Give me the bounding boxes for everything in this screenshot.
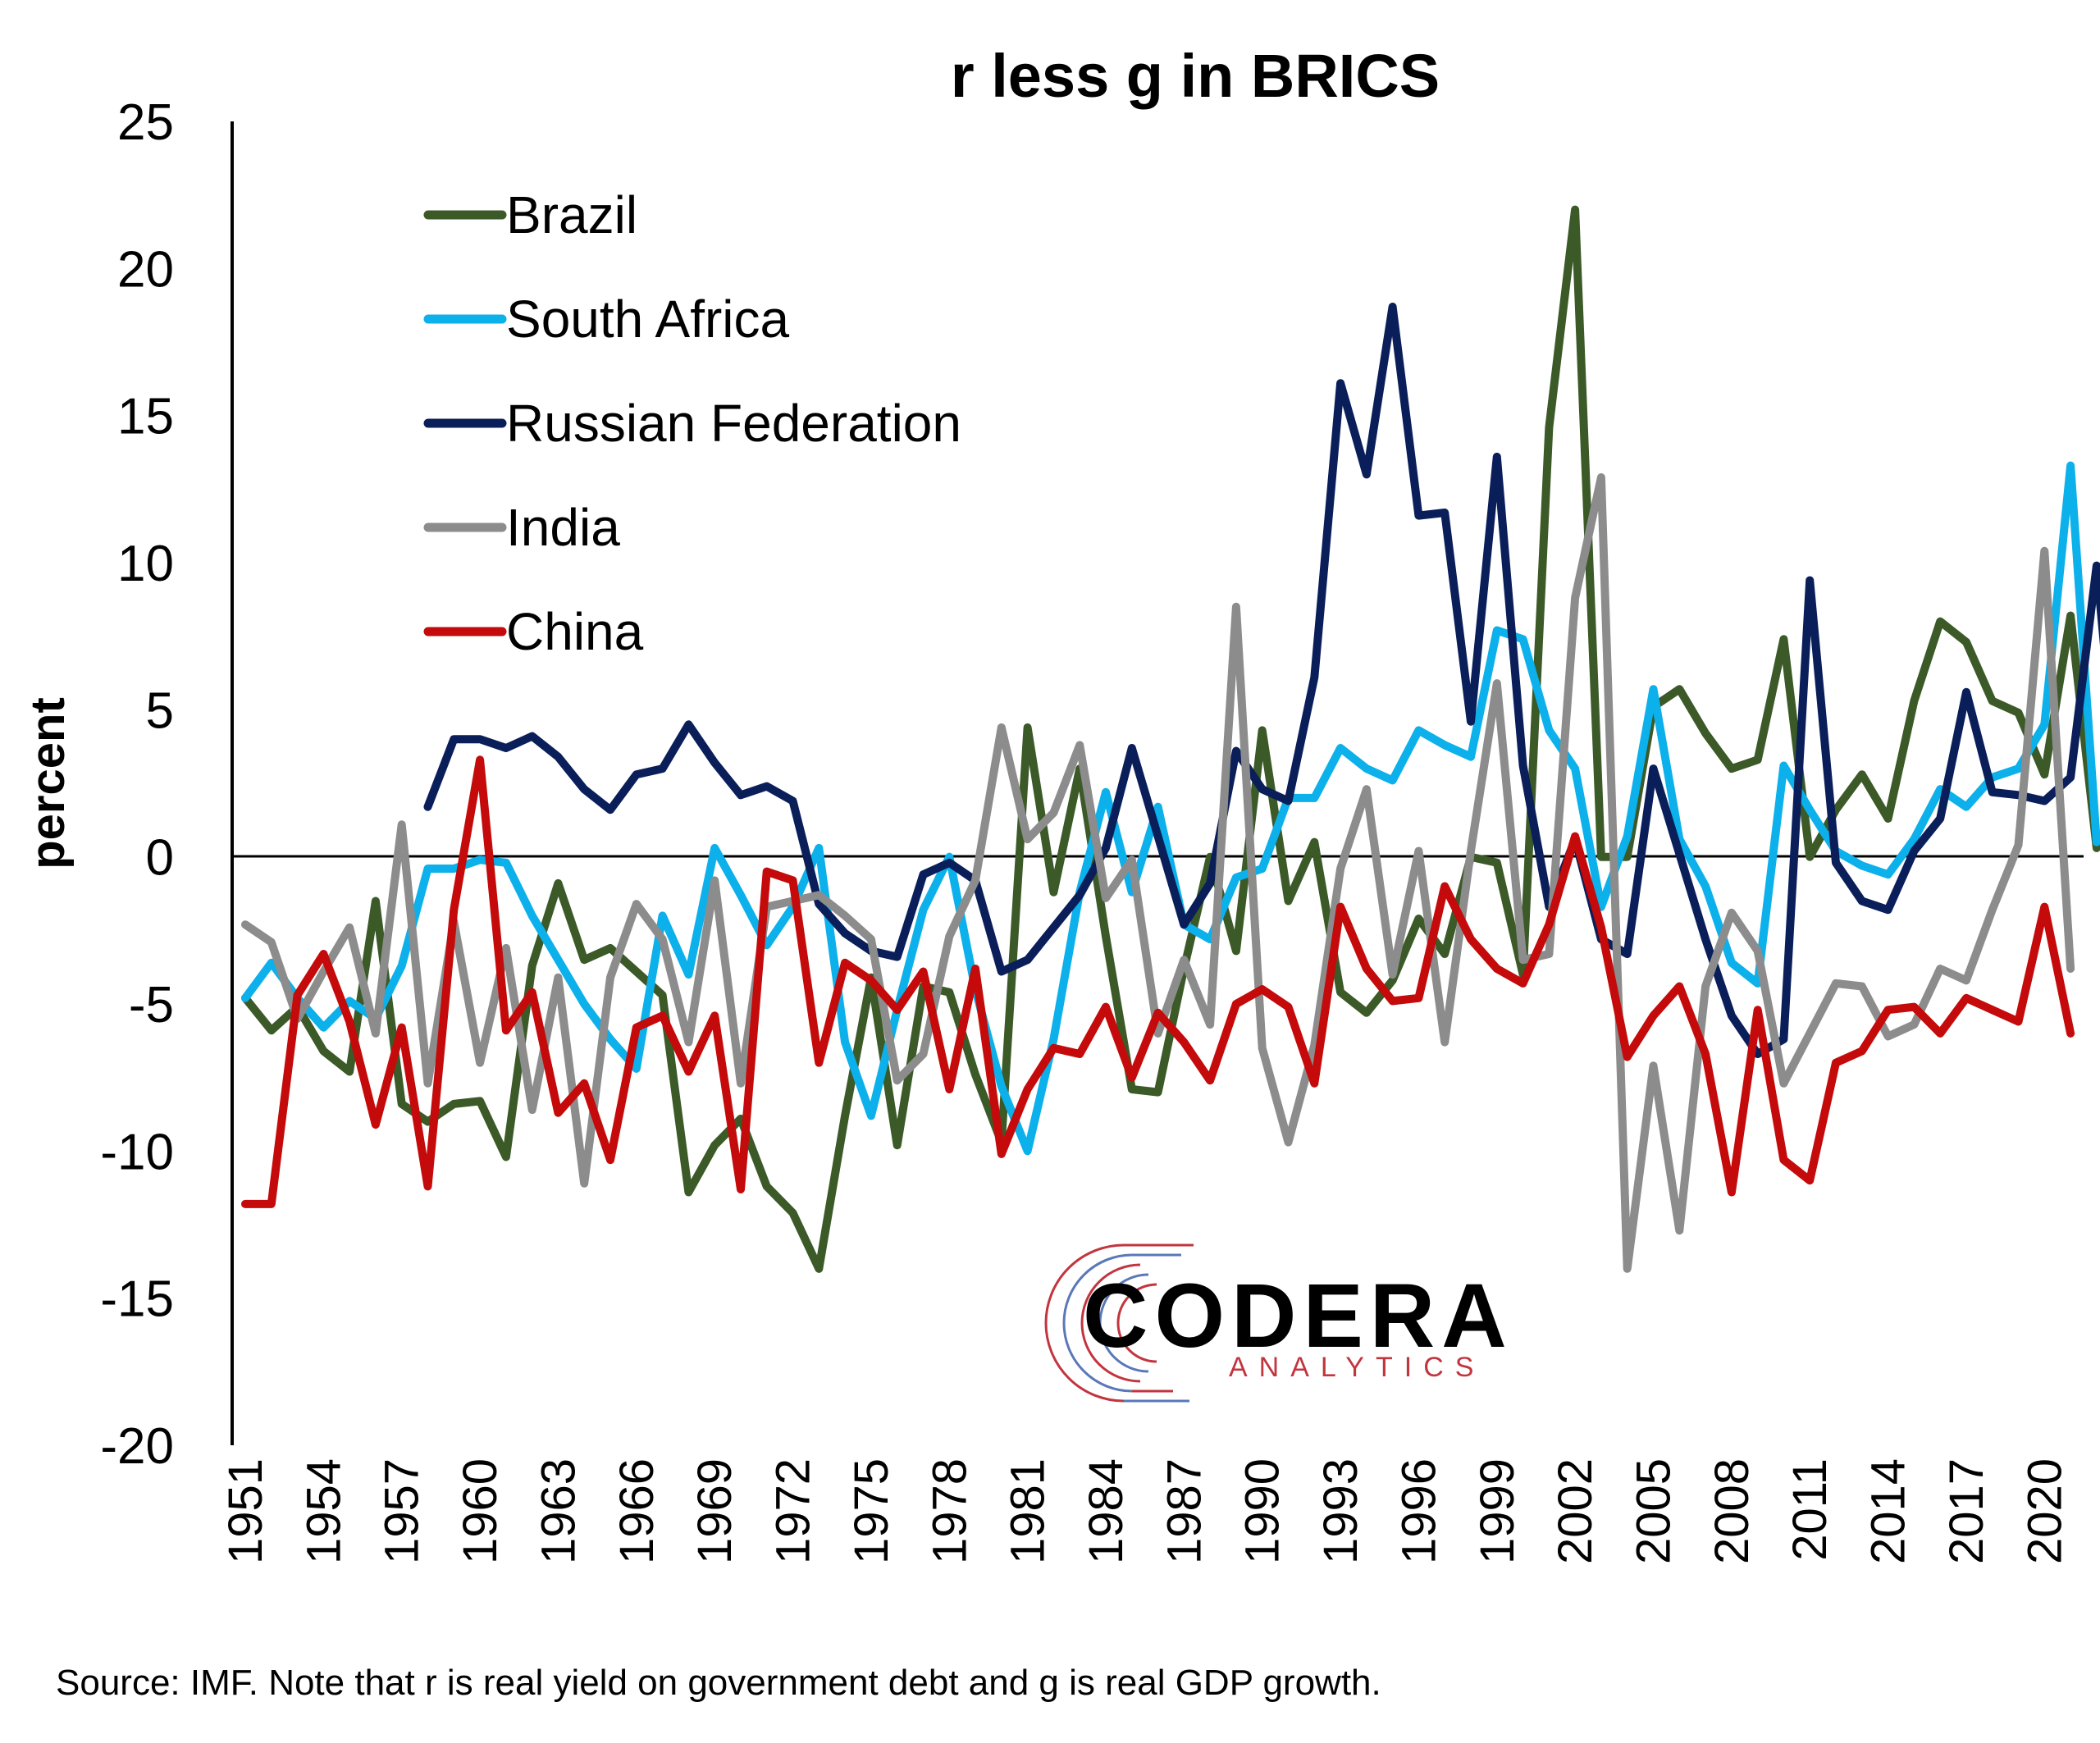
x-tick-label: 2008 [1705, 1458, 1759, 1564]
legend: Brazil South Africa Russian Federation Indi… [423, 185, 961, 661]
x-tick-label: 1990 [1236, 1458, 1290, 1564]
y-axis-ticks: 25 20 15 10 5 0 -5 -10 -15 -20 [100, 94, 174, 1475]
legend-label: South Africa [506, 290, 790, 349]
codera-logo: CODERA ANALYTICS [1044, 1243, 1513, 1403]
series-line-south-africa [241, 461, 2100, 1156]
x-tick-label: 1984 [1080, 1458, 1133, 1564]
legend-label: Russian Federation [506, 394, 961, 453]
y-tick-label: 0 [146, 830, 174, 887]
x-tick-label: 1960 [454, 1458, 507, 1564]
x-tick-label: 1993 [1314, 1458, 1367, 1564]
x-axis-ticks: 1951 1954 1957 1960 1963 1966 1969 1972 1975 1978… [219, 1458, 2071, 1564]
y-tick-label: -10 [100, 1124, 174, 1180]
x-tick-label: 2020 [2018, 1458, 2071, 1564]
y-tick-label: 15 [117, 389, 174, 445]
y-axis-label: percent [21, 697, 75, 869]
source-note: Source: IMF. Note that r is real yield o… [56, 1663, 1381, 1703]
x-tick-label: 1996 [1392, 1458, 1445, 1564]
x-tick-label: 1957 [376, 1458, 429, 1564]
y-tick-label: 10 [117, 536, 174, 592]
x-tick-label: 1981 [1002, 1458, 1055, 1564]
x-tick-label: 1951 [219, 1458, 272, 1564]
x-tick-label: 1966 [610, 1458, 664, 1564]
logo-tagline: ANALYTICS [1229, 1352, 1485, 1383]
x-tick-label: 2014 [1862, 1458, 1915, 1564]
x-tick-label: 1969 [688, 1458, 742, 1564]
series-line-russian-federation [423, 303, 2100, 1058]
x-tick-label: 1963 [532, 1458, 585, 1564]
x-tick-label: 1975 [845, 1458, 898, 1564]
y-tick-label: 20 [117, 241, 174, 298]
x-tick-label: 1978 [923, 1458, 976, 1564]
legend-label: China [506, 602, 644, 661]
x-tick-label: 2017 [1940, 1458, 1993, 1564]
x-tick-label: 2005 [1628, 1458, 1681, 1564]
x-tick-label: 1999 [1471, 1458, 1524, 1564]
legend-label: Brazil [506, 185, 637, 244]
logo-name: CODERA [1083, 1266, 1513, 1367]
y-tick-label: -5 [129, 977, 174, 1033]
y-tick-label: -20 [100, 1418, 174, 1475]
y-tick-label: 5 [146, 682, 174, 739]
series-line-china [241, 755, 2075, 1208]
x-tick-label: 1987 [1157, 1458, 1211, 1564]
logo-mark-icon [1044, 1243, 1194, 1403]
chart-title: r less g in BRICS [951, 42, 1440, 110]
y-tick-label: 25 [117, 94, 174, 151]
legend-label: India [506, 498, 620, 557]
x-tick-label: 1954 [297, 1458, 350, 1564]
series-line-india [241, 473, 2075, 1273]
series-lines [241, 205, 2100, 1273]
y-tick-label: -15 [100, 1271, 174, 1328]
x-tick-label: 2002 [1549, 1458, 1602, 1564]
x-tick-label: 2011 [1783, 1458, 1837, 1561]
x-tick-label: 1972 [767, 1458, 820, 1564]
